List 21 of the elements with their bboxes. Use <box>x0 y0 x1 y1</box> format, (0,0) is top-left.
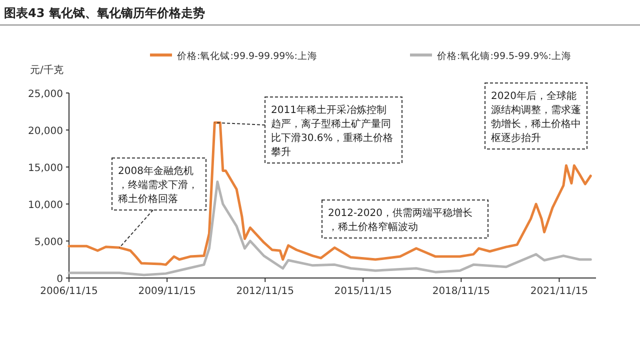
y-tick-label: 5,000 <box>34 237 63 248</box>
y-tick-label: 10,000 <box>28 200 63 211</box>
annotation: 2008年金融危机，终端需求下滑，稀土价格回落 <box>118 165 198 205</box>
x-tick-label: 2018/11/15 <box>432 286 490 297</box>
y-tick-label: 25,000 <box>28 89 63 100</box>
annotation: 2012-2020，供需两端平稳增长，稀土价格窄幅波动 <box>328 207 473 233</box>
chart-title: 图表43 氧化铽、氧化镝历年价格走势 <box>4 6 205 20</box>
line-series <box>68 180 592 276</box>
annotation: 2020年后，全球能源结构调整，需求蓬勃增长，稀土价格中枢逐步抬升 <box>491 90 581 144</box>
x-tick-label: 2021/11/15 <box>530 286 588 297</box>
y-tick-label: 0 <box>56 274 63 285</box>
x-tick-label: 2006/11/15 <box>40 286 98 297</box>
y-tick-label: 15,000 <box>28 163 63 174</box>
legend-label: 价格:氧化镝:99.5-99.9%:上海 <box>436 50 572 62</box>
x-tick-label: 2012/11/15 <box>236 286 294 297</box>
legend-label: 价格:氧化铽:99.9-99.99%:上海 <box>176 50 318 62</box>
x-tick-label: 2009/11/15 <box>138 286 196 297</box>
x-tick-label: 2015/11/15 <box>334 286 392 297</box>
annotation: 2011年稀土开采冶炼控制趋严，离子型稀土矿产量同比下滑30.6%，重稀土价格攀升 <box>271 104 393 158</box>
y-tick-label: 20,000 <box>28 126 63 137</box>
y-axis-title: 元/千克 <box>30 64 64 76</box>
